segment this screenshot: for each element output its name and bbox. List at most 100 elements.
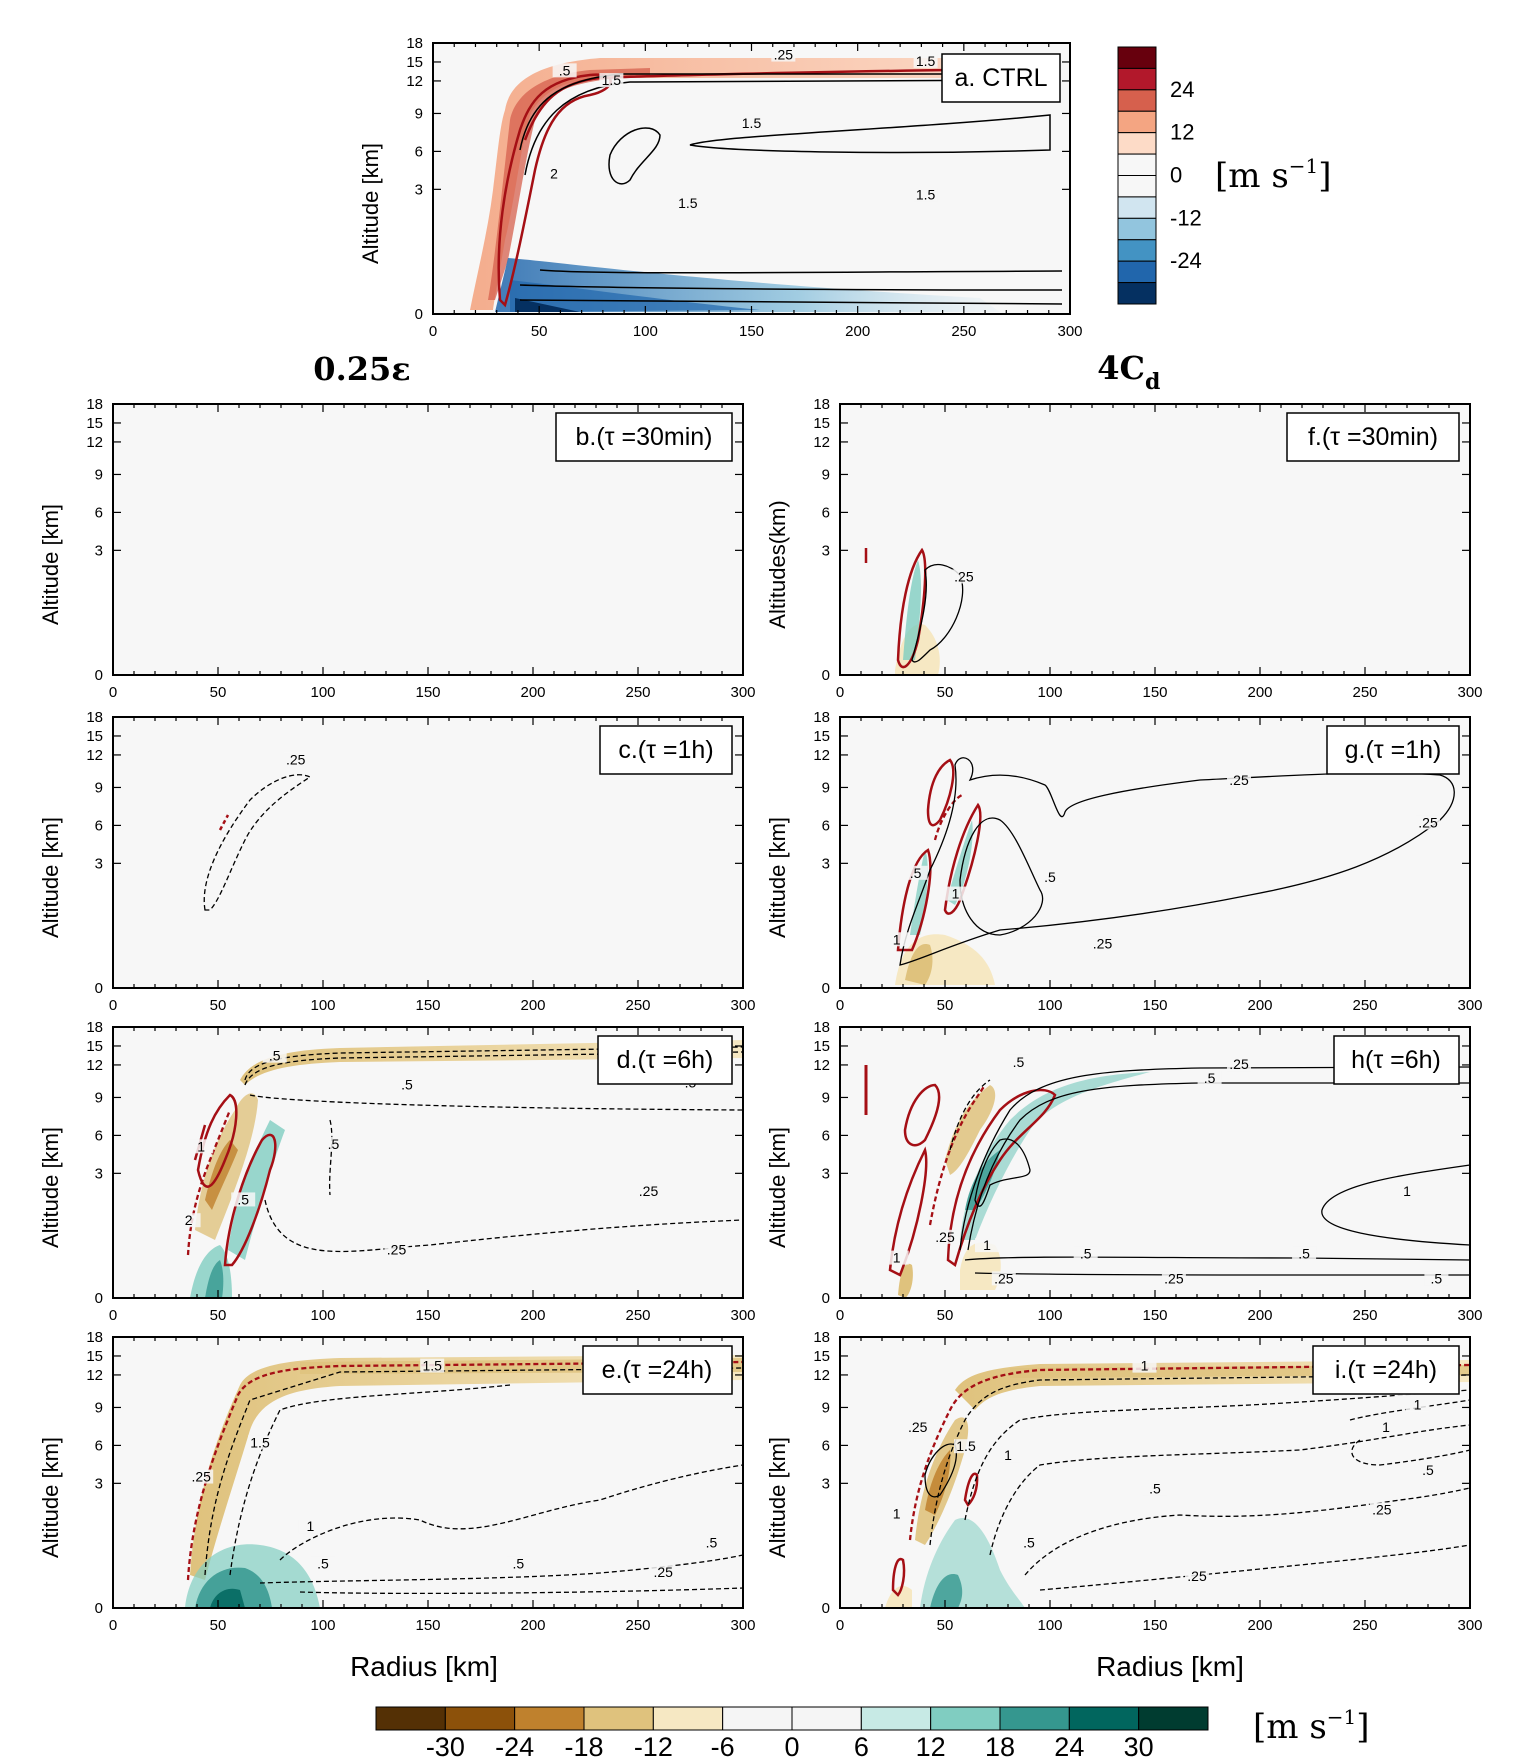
contour-negative [203, 774, 312, 911]
contour-negative-red [933, 793, 963, 841]
contour-negative [229, 1384, 511, 1576]
contour-negative [1351, 1439, 1471, 1466]
x-tick-label: 250 [1352, 997, 1377, 1014]
x-tick-label: 150 [1142, 684, 1167, 701]
y-tick-label: 15 [813, 415, 830, 432]
panel-label-box: a. CTRL [941, 53, 1061, 103]
x-tick-label: 200 [1247, 684, 1272, 701]
colorbar-swatch [583, 1706, 654, 1731]
contour-label: .25 [387, 1241, 407, 1257]
contour-label: .5 [237, 1191, 249, 1207]
column-title-right-subscript: d [1145, 369, 1160, 395]
contour-label: .25 [1187, 1568, 1207, 1584]
x-tick-label: 250 [1352, 1307, 1377, 1324]
contour-label-bg [771, 47, 796, 62]
y-tick-label: 12 [813, 1057, 830, 1074]
x-tick-label: 300 [1057, 323, 1082, 340]
colorbar-label: -24 [495, 1732, 534, 1758]
contour-label: 1.5 [742, 115, 762, 131]
contour-negative [244, 1051, 744, 1086]
contour-label: .5 [1013, 1054, 1025, 1070]
contour-label-bg [420, 1358, 445, 1373]
contour-label-bg [395, 1077, 419, 1092]
warm-anomaly-shading [960, 1242, 1001, 1290]
x-tick-label: 300 [1457, 997, 1482, 1014]
x-tick-label: 150 [415, 1617, 440, 1634]
contour-line [959, 1066, 1471, 1251]
x-tick-label: 250 [625, 684, 650, 701]
y-axis-label: Altitude [km] [765, 1437, 790, 1558]
colorbar-swatch [791, 1706, 862, 1731]
x-tick-label: 0 [836, 997, 844, 1014]
contour-label: 1 [893, 931, 901, 947]
y-tick-label: 15 [813, 1348, 830, 1365]
contour-label-bg [506, 1556, 531, 1571]
x-tick-label: 100 [310, 684, 335, 701]
contour-label: .25 [653, 1564, 673, 1580]
contour-label: .5 [512, 1555, 524, 1571]
x-tick-label: 250 [1352, 684, 1377, 701]
y-tick-label: 12 [86, 747, 103, 764]
cool-core-shading [205, 1260, 224, 1298]
unit-exponent: −1 [1327, 1705, 1356, 1729]
contour-line [899, 757, 1455, 966]
panel-label-box: c.(τ =1h) [599, 725, 733, 775]
y-tick-label: 6 [95, 1437, 103, 1454]
x-tick-label: 50 [210, 997, 227, 1014]
x-tick-label: 0 [836, 1617, 844, 1634]
contour-label-bg [991, 1271, 1016, 1286]
contour-label-bg [1416, 815, 1440, 830]
panel-label-frame [599, 725, 733, 775]
x-tick-label: 100 [1037, 684, 1062, 701]
x-tick-label: 50 [531, 323, 548, 340]
contour-label-bg [913, 187, 938, 202]
contour-line [959, 817, 1044, 936]
x-tick-label: 0 [836, 1307, 844, 1324]
contour-positive [926, 758, 955, 827]
contour-label: .25 [1229, 1056, 1249, 1072]
warm-core-shading [205, 1140, 238, 1210]
y-tick-label: 0 [95, 667, 103, 684]
colorbar-swatch [1117, 153, 1157, 176]
x-tick-label: 100 [310, 1307, 335, 1324]
x-tick-label: 250 [951, 323, 976, 340]
contour-label-bg [699, 1535, 724, 1550]
colorbar-swatch [1068, 1706, 1140, 1731]
colorbar-swatch [860, 1706, 932, 1731]
contour-label: .5 [401, 1077, 413, 1093]
contour-line [924, 1443, 957, 1498]
x-tick-label: 100 [310, 1617, 335, 1634]
contour-negative [1039, 1544, 1471, 1591]
panel-title: g.(τ =1h) [1345, 736, 1442, 764]
colorbar-swatch [999, 1706, 1070, 1731]
contour-label-bg [189, 1139, 214, 1154]
colorbar-swatch [1138, 1706, 1209, 1731]
contour-label: 1.5 [422, 1358, 442, 1374]
x-tick-label: 200 [1247, 1617, 1272, 1634]
contour-label-bg [913, 53, 938, 68]
x-tick-label: 150 [415, 1307, 440, 1324]
contour-label: 1 [983, 1237, 991, 1253]
contour-label-bg [1090, 936, 1115, 951]
contour-label: .5 [1431, 1270, 1443, 1286]
contour-line [539, 269, 1063, 274]
y-tick-label: 18 [813, 1019, 830, 1036]
colorbar-label: -24 [1170, 248, 1202, 273]
x-tick-label: 300 [730, 997, 755, 1014]
y-tick-label: 18 [86, 1019, 103, 1036]
cool-anomaly-shading [228, 1120, 285, 1260]
contour-label: 1 [1414, 1396, 1422, 1412]
contour-labels: .25 [951, 568, 976, 584]
contour-positive [891, 1557, 906, 1597]
contour-label-bg [905, 1420, 930, 1435]
contour-label-bg [951, 569, 976, 584]
y-tick-label: 9 [822, 1399, 830, 1416]
panel-h: 0 50 100 150 200 250 300 0 3 6 9 12 15 18 Altitude [km… [765, 1019, 1483, 1324]
panel-label-frame [941, 53, 1061, 103]
contour-negative [249, 1094, 744, 1111]
